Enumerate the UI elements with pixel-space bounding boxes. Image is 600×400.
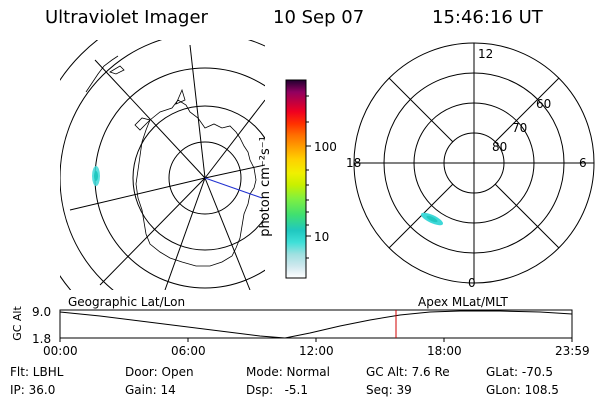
xtick-0600: 06:00 — [171, 344, 206, 358]
altitude-curve — [59, 310, 573, 339]
colorbar-tick-10: 10 — [314, 230, 330, 244]
geo-map-panel — [60, 40, 265, 290]
status-gcalt: GC Alt: 7.6 Re — [366, 365, 450, 379]
status-flt: Flt: LBHL — [10, 365, 64, 379]
geo-meridians — [69, 44, 265, 290]
status-mode: Mode: Normal — [246, 365, 330, 379]
xtick-1800: 18:00 — [427, 344, 462, 358]
mlt-0-label: 0 — [468, 276, 476, 290]
xtick-0000: 00:00 — [43, 344, 78, 358]
status-seq: Seq: 39 — [366, 383, 412, 397]
orbit-plot — [59, 309, 573, 342]
mlt-6-label: 6 — [579, 156, 587, 170]
lat-80-label: 80 — [492, 140, 508, 154]
app-title: Ultraviolet Imager — [45, 7, 208, 28]
xtick-1200: 12:00 — [299, 344, 334, 358]
colorbar-tick-100: 100 — [314, 140, 337, 154]
apex-label: Apex MLat/MLT — [418, 295, 508, 309]
xtick-2359: 23:59 — [555, 344, 590, 358]
mag-polar-panel — [353, 42, 595, 284]
status-door: Door: Open — [125, 365, 194, 379]
time-label: 15:46:16 UT — [432, 7, 543, 28]
ytick-top: 9.0 — [32, 305, 52, 319]
coastline — [135, 99, 257, 267]
gc-alt-axis-title: GC Alt — [10, 306, 24, 341]
mlt-12-label: 12 — [478, 47, 494, 61]
lat-60-label: 60 — [536, 97, 552, 111]
mlt-18-label: 18 — [346, 156, 362, 170]
status-ip: IP: 36.0 — [10, 383, 56, 397]
status-glat: GLat: -70.5 — [486, 365, 553, 379]
lat-70-label: 70 — [512, 121, 528, 135]
status-gain: Gain: 14 — [125, 383, 176, 397]
colorbar — [285, 79, 311, 279]
geo-label: Geographic Lat/Lon — [68, 295, 186, 309]
date-label: 10 Sep 07 — [273, 7, 365, 28]
colorbar-unit-label: photon cm⁻²s⁻¹ — [257, 136, 273, 237]
status-dsp: Dsp: -5.1 — [246, 383, 309, 397]
status-glon: GLon: 108.5 — [486, 383, 559, 397]
ytick-bottom: 1.8 — [32, 332, 52, 346]
